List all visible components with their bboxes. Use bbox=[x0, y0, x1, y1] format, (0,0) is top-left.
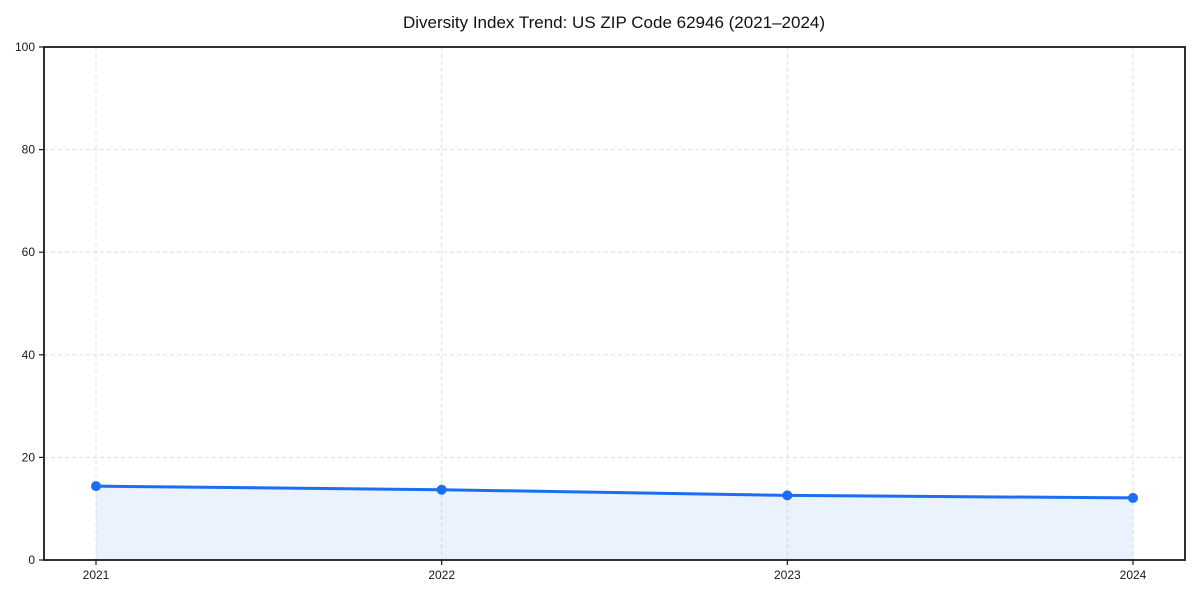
plot-frame bbox=[43, 46, 1186, 561]
data-point bbox=[782, 490, 793, 501]
data-point bbox=[1128, 492, 1138, 503]
x-tick-label: 2021 bbox=[83, 568, 110, 582]
area-fill bbox=[96, 486, 1133, 560]
x-tick-label: 2022 bbox=[428, 568, 455, 582]
y-tick-label: 20 bbox=[22, 450, 36, 464]
trend-line bbox=[94, 484, 1135, 500]
data-point bbox=[91, 481, 101, 492]
chart-title: Diversity Index Trend: US ZIP Code 62946… bbox=[403, 13, 825, 32]
y-tick-label: 40 bbox=[22, 348, 36, 362]
y-tick-label: 0 bbox=[28, 553, 35, 567]
y-tick-label: 80 bbox=[22, 143, 36, 157]
data-points bbox=[91, 481, 1138, 503]
x-tick-label: 2024 bbox=[1120, 568, 1147, 582]
data-point bbox=[436, 484, 447, 495]
axes bbox=[39, 46, 1186, 565]
y-tick-label: 100 bbox=[15, 40, 35, 54]
y-tick-label: 60 bbox=[22, 245, 36, 259]
tick-labels: 0 20 40 60 80 100 2021 2022 2023 2024 bbox=[15, 40, 1147, 582]
gridlines bbox=[44, 47, 1185, 560]
trend-line-path bbox=[94, 484, 1135, 500]
area-fill-path bbox=[96, 486, 1133, 560]
x-tick-label: 2023 bbox=[774, 568, 801, 582]
